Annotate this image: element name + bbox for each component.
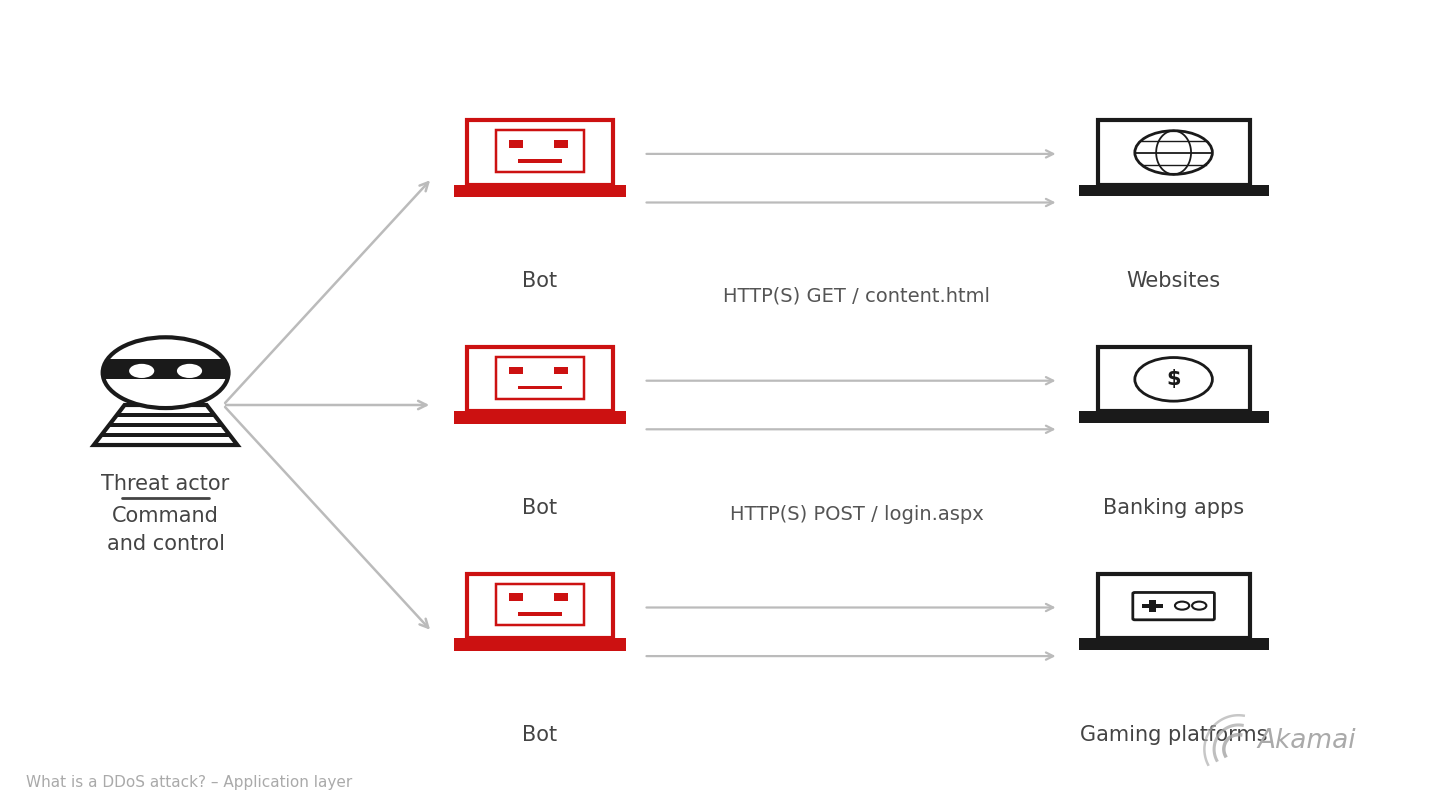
- FancyBboxPatch shape: [1152, 407, 1195, 411]
- FancyBboxPatch shape: [497, 584, 583, 625]
- Polygon shape: [101, 433, 230, 437]
- FancyBboxPatch shape: [518, 386, 562, 390]
- Text: Banking apps: Banking apps: [1103, 498, 1244, 518]
- Circle shape: [177, 364, 202, 378]
- FancyBboxPatch shape: [497, 130, 583, 172]
- FancyBboxPatch shape: [554, 367, 567, 374]
- Text: $: $: [1166, 369, 1181, 390]
- FancyBboxPatch shape: [497, 357, 583, 399]
- FancyBboxPatch shape: [518, 159, 562, 163]
- Text: Akamai: Akamai: [1257, 728, 1355, 754]
- FancyBboxPatch shape: [518, 612, 562, 616]
- FancyBboxPatch shape: [454, 185, 626, 198]
- Polygon shape: [109, 423, 222, 428]
- Text: Command
and control: Command and control: [107, 506, 225, 554]
- Text: Gaming platforms: Gaming platforms: [1080, 725, 1267, 745]
- FancyBboxPatch shape: [554, 140, 567, 147]
- Circle shape: [102, 337, 229, 408]
- FancyBboxPatch shape: [1079, 411, 1269, 423]
- Text: Bot: Bot: [523, 271, 557, 292]
- Polygon shape: [94, 405, 238, 445]
- FancyBboxPatch shape: [1097, 574, 1250, 638]
- Text: HTTP(S) GET / content.html: HTTP(S) GET / content.html: [723, 286, 991, 305]
- Circle shape: [1175, 602, 1189, 610]
- Circle shape: [130, 364, 154, 378]
- FancyBboxPatch shape: [467, 121, 613, 185]
- Text: What is a DDoS attack? – Application layer: What is a DDoS attack? – Application lay…: [26, 774, 353, 790]
- Text: Threat actor: Threat actor: [101, 474, 230, 494]
- FancyBboxPatch shape: [104, 359, 228, 378]
- Text: Bot: Bot: [523, 725, 557, 745]
- FancyBboxPatch shape: [1142, 603, 1164, 608]
- FancyBboxPatch shape: [1079, 185, 1269, 196]
- FancyBboxPatch shape: [508, 140, 523, 147]
- FancyBboxPatch shape: [508, 594, 523, 601]
- Text: Websites: Websites: [1126, 271, 1221, 292]
- Circle shape: [1135, 357, 1212, 401]
- Polygon shape: [117, 412, 215, 417]
- FancyBboxPatch shape: [508, 367, 523, 374]
- FancyBboxPatch shape: [1133, 592, 1214, 620]
- FancyBboxPatch shape: [454, 638, 626, 651]
- FancyBboxPatch shape: [1097, 347, 1250, 411]
- FancyBboxPatch shape: [554, 594, 567, 601]
- Text: Bot: Bot: [523, 498, 557, 518]
- FancyBboxPatch shape: [1097, 121, 1250, 185]
- Circle shape: [1192, 602, 1207, 610]
- Circle shape: [1135, 130, 1212, 174]
- FancyBboxPatch shape: [467, 574, 613, 638]
- FancyBboxPatch shape: [454, 411, 626, 424]
- FancyBboxPatch shape: [1149, 599, 1156, 612]
- FancyBboxPatch shape: [1152, 634, 1195, 638]
- FancyBboxPatch shape: [1079, 638, 1269, 650]
- FancyBboxPatch shape: [1152, 181, 1195, 185]
- FancyBboxPatch shape: [467, 347, 613, 411]
- Text: HTTP(S) POST / login.aspx: HTTP(S) POST / login.aspx: [730, 505, 984, 524]
